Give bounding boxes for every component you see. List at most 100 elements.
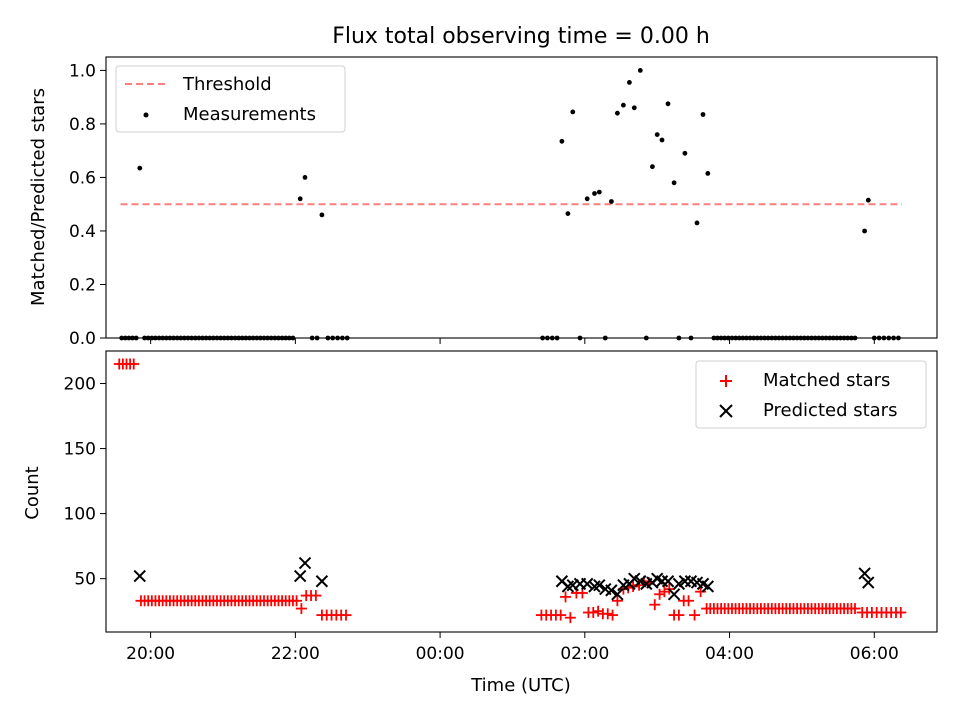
bottom-data-layer (113, 358, 907, 624)
matched-star-point (295, 603, 307, 615)
top-axes-frame (105, 56, 938, 339)
matched-star-point (128, 358, 140, 370)
matched-star-point (555, 609, 567, 621)
matched-star-point (291, 595, 303, 607)
measurement-point (650, 164, 655, 170)
predicted-star-point (593, 578, 606, 592)
bottom-xtick-label: 04:00 (705, 644, 754, 664)
predicted-star-point (667, 588, 681, 601)
matched-star-point (849, 603, 861, 615)
predicted-star-point (133, 569, 146, 583)
measurement-point (862, 228, 867, 234)
bottom-ytick-label: 150 (64, 440, 96, 460)
top-ytick-label: 0.4 (69, 222, 96, 242)
matched-star-point (695, 586, 707, 598)
measurement-point (631, 105, 637, 111)
measurement-point (865, 197, 871, 203)
matched-star-point (611, 595, 623, 607)
matched-star-point (564, 612, 576, 624)
measurement-point (137, 165, 143, 171)
measurement-point (584, 196, 590, 202)
measurement-point (700, 112, 706, 117)
legend-matched-swatch (720, 375, 732, 387)
measurement-point (302, 175, 308, 180)
bottom-xlabel: Time (UTC) (470, 675, 571, 696)
predicted-star-point (661, 575, 675, 588)
top-ytick-label: 0.6 (69, 168, 96, 188)
predicted-star-point (701, 580, 715, 593)
measurement-point (621, 102, 626, 108)
bottom-xtick-label: 02:00 (560, 644, 609, 664)
measurement-point (671, 180, 677, 186)
legend-predicted-swatch (719, 404, 733, 418)
matched-star-point (560, 591, 572, 603)
measurement-point (665, 101, 671, 107)
top-ylabel: Matched/Predicted stars (28, 88, 49, 306)
matched-star-point (592, 605, 604, 617)
predicted-star-point (858, 567, 871, 580)
measurement-point (654, 132, 660, 138)
measurement-point (297, 196, 303, 202)
bottom-plot: 50 100 150 200 20:00 22:00 00:00 02:00 04:00 06:0… (22, 350, 938, 696)
predicted-star-point (605, 584, 618, 597)
matched-star-point (340, 609, 352, 621)
top-ytick-label: 0.0 (69, 329, 96, 349)
matched-star-point (683, 595, 695, 607)
top-legend-box (115, 65, 346, 133)
bottom-xtick-label: 22:00 (271, 644, 320, 664)
top-legend: Threshold Measurements (115, 65, 346, 133)
legend-predicted-label: Predicted stars (763, 400, 897, 421)
top-ytick-label: 0.8 (69, 115, 96, 135)
matched-star-point (658, 586, 670, 598)
predicted-star-point (298, 556, 312, 570)
measurement-point (615, 110, 620, 116)
top-ytick-label: 1.0 (69, 61, 96, 81)
matched-star-point (689, 609, 701, 621)
measurement-point (596, 189, 602, 195)
matched-star-point (310, 590, 322, 602)
top-ytick-label: 0.2 (69, 275, 96, 295)
matched-star-point (649, 599, 661, 611)
measurement-point (694, 220, 700, 226)
predicted-star-point (315, 575, 329, 588)
bottom-ylabel: Count (22, 466, 43, 519)
measurement-point (682, 150, 688, 156)
legend-measurements-label: Measurements (183, 104, 316, 125)
measurement-point (570, 109, 576, 115)
bottom-xtick-label: 00:00 (416, 644, 465, 664)
measurement-point (659, 137, 665, 143)
matched-star-point (587, 606, 599, 618)
matched-star-point (673, 609, 685, 621)
matched-star-point (895, 606, 907, 618)
predicted-star-point (581, 577, 594, 591)
measurement-point (627, 80, 632, 85)
bottom-xtick-label: 06:00 (850, 644, 899, 664)
measurement-point (565, 211, 571, 217)
bottom-tick-layer: 50 100 150 200 20:00 22:00 00:00 02:00 04:00 06:0… (64, 375, 899, 664)
bottom-ytick-label: 50 (74, 570, 96, 590)
measurement-point (637, 68, 643, 73)
measurement-point (559, 138, 565, 144)
matched-star-point (602, 608, 614, 620)
bottom-legend: Matched stars Predicted stars (695, 360, 927, 429)
measurement-point (592, 191, 597, 196)
measurement-point (705, 171, 711, 176)
predicted-star-point (293, 569, 307, 583)
legend-matched-label: Matched stars (763, 370, 890, 391)
bottom-xtick-label: 20:00 (126, 644, 175, 664)
predicted-star-point (611, 588, 624, 601)
legend-threshold-label: Threshold (182, 74, 272, 95)
bottom-ytick-label: 200 (64, 375, 96, 395)
top-plot: 0.0 0.2 0.4 0.6 0.8 1.0 Matched/Predicted sta… (28, 56, 938, 349)
bottom-legend-box (695, 360, 927, 429)
matched-star-point (654, 588, 666, 600)
chart-title: Flux total observing time = 0.00 h (332, 24, 710, 49)
predicted-star-point (862, 576, 875, 589)
measurement-point (319, 212, 325, 218)
legend-measurements-swatch (143, 112, 149, 118)
bottom-axes-frame (105, 350, 938, 633)
bottom-ytick-label: 100 (64, 505, 96, 525)
measurement-point (609, 199, 614, 204)
matched-star-point (607, 609, 619, 621)
